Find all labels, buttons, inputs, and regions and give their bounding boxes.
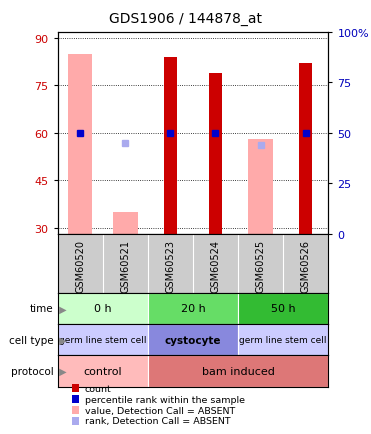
Bar — [148, 293, 238, 324]
Text: count: count — [85, 384, 111, 393]
Text: bam induced: bam induced — [201, 366, 275, 376]
Text: GSM60526: GSM60526 — [301, 239, 311, 292]
Text: 0 h: 0 h — [94, 304, 111, 313]
Text: cell type: cell type — [9, 335, 54, 345]
Bar — [113, 212, 138, 234]
Text: GSM60520: GSM60520 — [75, 239, 85, 292]
Bar — [68, 55, 92, 234]
Bar — [148, 355, 328, 387]
Bar — [238, 293, 328, 324]
Text: percentile rank within the sample: percentile rank within the sample — [85, 395, 244, 404]
Bar — [299, 64, 312, 234]
Bar — [58, 293, 148, 324]
Bar — [164, 58, 177, 234]
Text: control: control — [83, 366, 122, 376]
Text: GSM60524: GSM60524 — [210, 239, 220, 292]
Text: protocol: protocol — [11, 366, 54, 376]
Text: ▶: ▶ — [56, 366, 66, 376]
Bar — [58, 324, 148, 355]
Text: germ line stem cell: germ line stem cell — [59, 335, 147, 344]
Bar — [238, 324, 328, 355]
Bar — [248, 140, 273, 234]
Text: rank, Detection Call = ABSENT: rank, Detection Call = ABSENT — [85, 417, 230, 425]
Text: GDS1906 / 144878_at: GDS1906 / 144878_at — [109, 12, 262, 26]
Bar — [148, 324, 238, 355]
Text: GSM60521: GSM60521 — [120, 239, 130, 292]
Text: value, Detection Call = ABSENT: value, Detection Call = ABSENT — [85, 406, 235, 414]
Text: ▶: ▶ — [56, 335, 66, 345]
Bar — [209, 73, 222, 234]
Text: GSM60525: GSM60525 — [256, 239, 266, 292]
Text: cystocyte: cystocyte — [165, 335, 221, 345]
Text: 50 h: 50 h — [271, 304, 296, 313]
Text: GSM60523: GSM60523 — [165, 239, 175, 292]
Text: time: time — [30, 304, 54, 313]
Text: germ line stem cell: germ line stem cell — [239, 335, 327, 344]
Bar — [58, 355, 148, 387]
Text: 20 h: 20 h — [181, 304, 205, 313]
Text: ▶: ▶ — [56, 304, 66, 313]
